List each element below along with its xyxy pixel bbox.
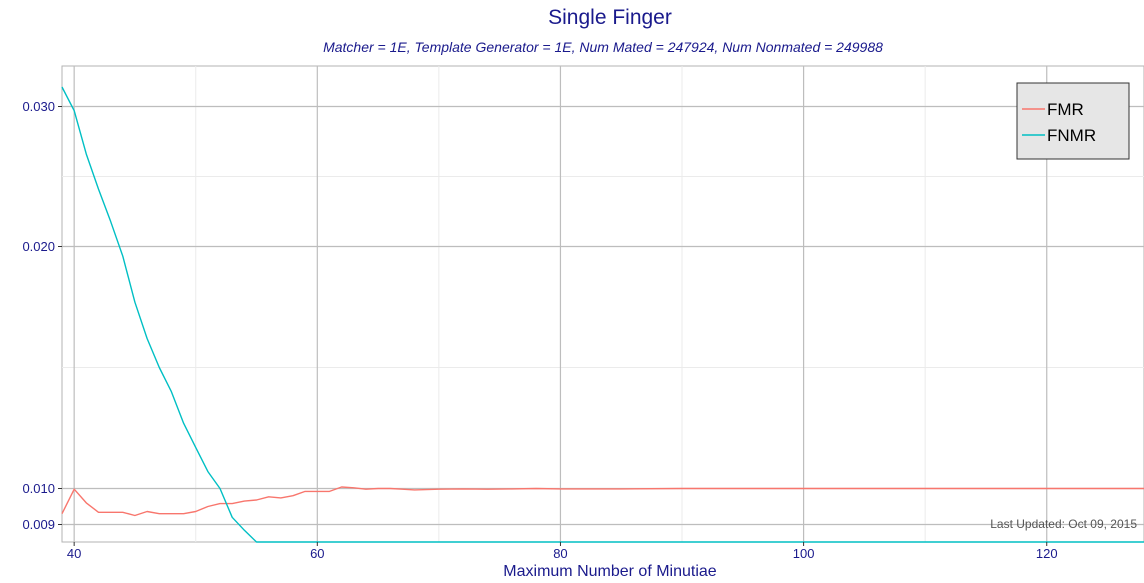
x-tick-label: 100 <box>793 546 815 561</box>
x-tick-label: 120 <box>1036 546 1058 561</box>
series-line-fnmr <box>61 86 1144 543</box>
plot-panel <box>61 65 1144 543</box>
chart-subtitle: Matcher = 1E, Template Generator = 1E, N… <box>323 39 883 55</box>
legend: FMR FNMR <box>1016 82 1130 160</box>
y-tick-label: 0.030 <box>22 99 55 114</box>
x-tick-label: 60 <box>310 546 324 561</box>
x-axis: 40 60 80 100 120 <box>67 542 1058 561</box>
x-axis-title: Maximum Number of Minutiae <box>503 563 717 580</box>
y-axis: 0.009 0.010 0.020 0.030 <box>22 99 62 532</box>
chart-title: Single Finger <box>548 6 672 29</box>
y-tick-label: 0.010 <box>22 481 55 496</box>
y-tick-label: 0.009 <box>22 517 55 532</box>
minor-grid <box>62 66 1144 542</box>
x-tick-label: 80 <box>553 546 567 561</box>
series-line-fmr <box>61 486 1144 517</box>
legend-box <box>1016 82 1130 160</box>
x-tick-label: 40 <box>67 546 81 561</box>
y-tick-label: 0.020 <box>22 239 55 254</box>
legend-label-fmr: FMR <box>1047 100 1084 119</box>
legend-label-fnmr: FNMR <box>1047 126 1096 145</box>
plot-lines <box>61 86 1144 543</box>
last-updated-note: Last Updated: Oct 09, 2015 <box>990 517 1137 531</box>
